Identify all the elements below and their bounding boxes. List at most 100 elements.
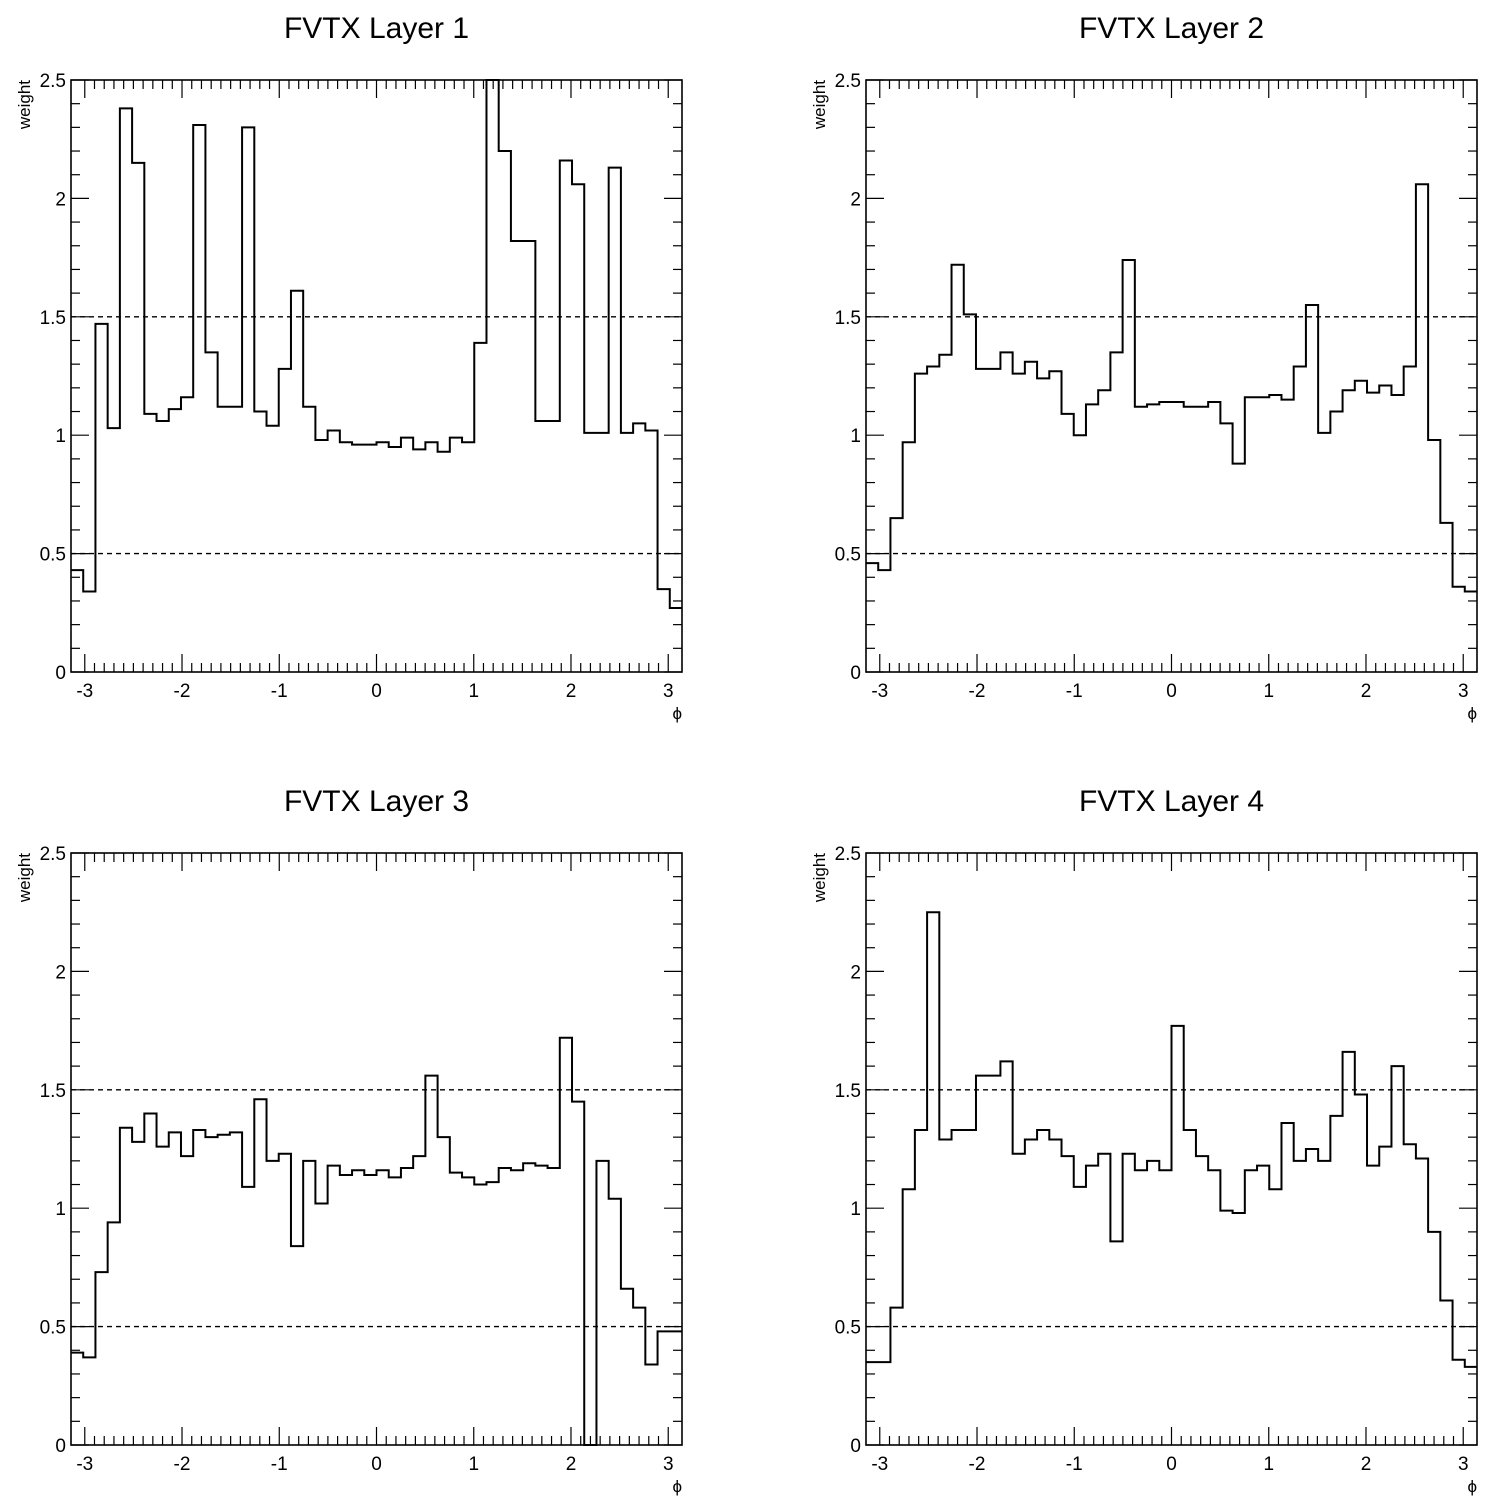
histogram-bin — [425, 1076, 437, 1445]
histogram-bin — [1135, 1170, 1147, 1445]
histogram-bin — [1013, 374, 1025, 672]
histogram-bin — [939, 355, 951, 672]
histogram-bin — [939, 1140, 951, 1445]
y-tick-label: 2.5 — [835, 71, 861, 92]
x-tick-label: -3 — [871, 1454, 888, 1475]
y-tick-label: 1.5 — [40, 308, 66, 329]
y-tick-label: 2.5 — [835, 844, 861, 865]
histogram-bin — [1404, 1144, 1416, 1445]
histogram-bin — [1123, 1154, 1135, 1445]
panel-title: FVTX Layer 1 — [284, 12, 469, 45]
histogram-bin — [108, 1222, 120, 1445]
histogram-bin — [1062, 1156, 1074, 1445]
y-axis-label: weight — [15, 80, 34, 130]
histogram-bin — [1208, 1170, 1220, 1445]
x-tick-label: -3 — [76, 681, 93, 702]
histogram-bin — [474, 1185, 486, 1445]
histogram-bin — [1184, 1130, 1196, 1445]
histogram-bin — [1440, 523, 1452, 672]
histogram-bin — [450, 438, 462, 672]
histogram-bin — [670, 608, 682, 672]
histogram-bin — [1355, 1095, 1367, 1445]
histogram-bin — [230, 407, 242, 672]
histogram-bin — [866, 563, 878, 672]
histogram-bin — [1416, 1158, 1428, 1445]
histogram-bin — [474, 343, 486, 672]
x-tick-label: 2 — [566, 681, 577, 702]
histogram-bin — [120, 108, 132, 672]
histogram-line — [71, 1036, 682, 1446]
histogram-bin — [1233, 464, 1245, 672]
histogram-bin — [389, 1177, 401, 1445]
y-tick-label: 2 — [55, 962, 66, 983]
histogram-bin — [1098, 390, 1110, 672]
histogram-bin — [303, 1161, 315, 1445]
histogram-bin — [486, 1182, 498, 1445]
histogram-bin — [548, 421, 560, 672]
histogram-bin — [1379, 1147, 1391, 1445]
histogram-bin — [120, 1128, 132, 1445]
histogram-bin — [560, 161, 572, 672]
histogram-bin — [144, 414, 156, 672]
histogram-bin — [1147, 1161, 1159, 1445]
x-tick-label: -2 — [174, 1454, 191, 1475]
histogram-bin — [1404, 367, 1416, 672]
histogram-bin — [890, 1308, 902, 1445]
x-tick-label: -3 — [76, 1454, 93, 1475]
histogram-bin — [560, 1038, 572, 1445]
histogram-bin — [1343, 390, 1355, 672]
y-tick-label: 0.5 — [40, 1318, 66, 1339]
x-axis-label: ϕ — [1467, 1477, 1477, 1496]
histogram-bin — [915, 1130, 927, 1445]
histogram-bin — [1025, 362, 1037, 672]
y-tick-label: 0 — [850, 663, 861, 684]
histogram-bin — [340, 1175, 352, 1445]
plot-frame — [70, 852, 683, 1446]
histogram-bin — [609, 1199, 621, 1445]
histogram-bin — [95, 1272, 107, 1445]
histogram-bin — [254, 1099, 266, 1445]
y-axis-label: weight — [810, 80, 829, 130]
histogram-bin — [1196, 407, 1208, 672]
histogram-bin — [303, 407, 315, 672]
histogram-bin — [218, 1135, 230, 1445]
histogram-bin — [438, 1137, 450, 1445]
histogram-bin — [254, 412, 266, 672]
histogram-bin — [1184, 407, 1196, 672]
x-tick-label: -2 — [174, 681, 191, 702]
histogram-bin — [438, 452, 450, 672]
histogram-bin — [1172, 1026, 1184, 1445]
histogram-bin — [1416, 184, 1428, 672]
histogram-bin — [450, 1173, 462, 1445]
histogram-bin — [1306, 1149, 1318, 1445]
y-axis-label: weight — [15, 853, 34, 903]
histogram-bin — [1208, 402, 1220, 672]
plot-frame — [865, 79, 1478, 673]
histogram-bin — [1000, 352, 1012, 672]
panel-layer-1: FVTX Layer 1 0 0.5 1 1.5 2 2.5 -3 -2 -1 0 1 2 3 ϕ weigh… — [15, 12, 683, 723]
histogram-bin — [511, 1170, 523, 1445]
histogram-bin — [1037, 1130, 1049, 1445]
histogram-bin — [389, 447, 401, 672]
histogram-bin — [462, 1177, 474, 1445]
histogram-bin — [1135, 407, 1147, 672]
y-tick-label: 2 — [55, 189, 66, 210]
x-axis-label: ϕ — [1467, 704, 1477, 723]
histogram-bin — [291, 1246, 303, 1445]
y-tick-label: 0.5 — [40, 545, 66, 566]
histogram-bin — [1294, 1161, 1306, 1445]
histogram-bin — [1391, 1066, 1403, 1445]
y-tick-label: 1 — [55, 1199, 66, 1220]
histogram-bin — [157, 421, 169, 672]
x-tick-label: -2 — [969, 681, 986, 702]
histogram-bin — [1294, 367, 1306, 672]
x-tick-label: -1 — [271, 1454, 288, 1475]
x-tick-label: 1 — [1263, 681, 1274, 702]
histogram-bin — [352, 445, 364, 672]
histogram-bins — [71, 1038, 682, 1445]
x-tick-label: 1 — [468, 681, 479, 702]
histogram-bin — [242, 1187, 254, 1445]
histogram-bin — [205, 1137, 217, 1445]
histogram-bin — [621, 433, 633, 672]
histogram-bin — [1379, 385, 1391, 672]
